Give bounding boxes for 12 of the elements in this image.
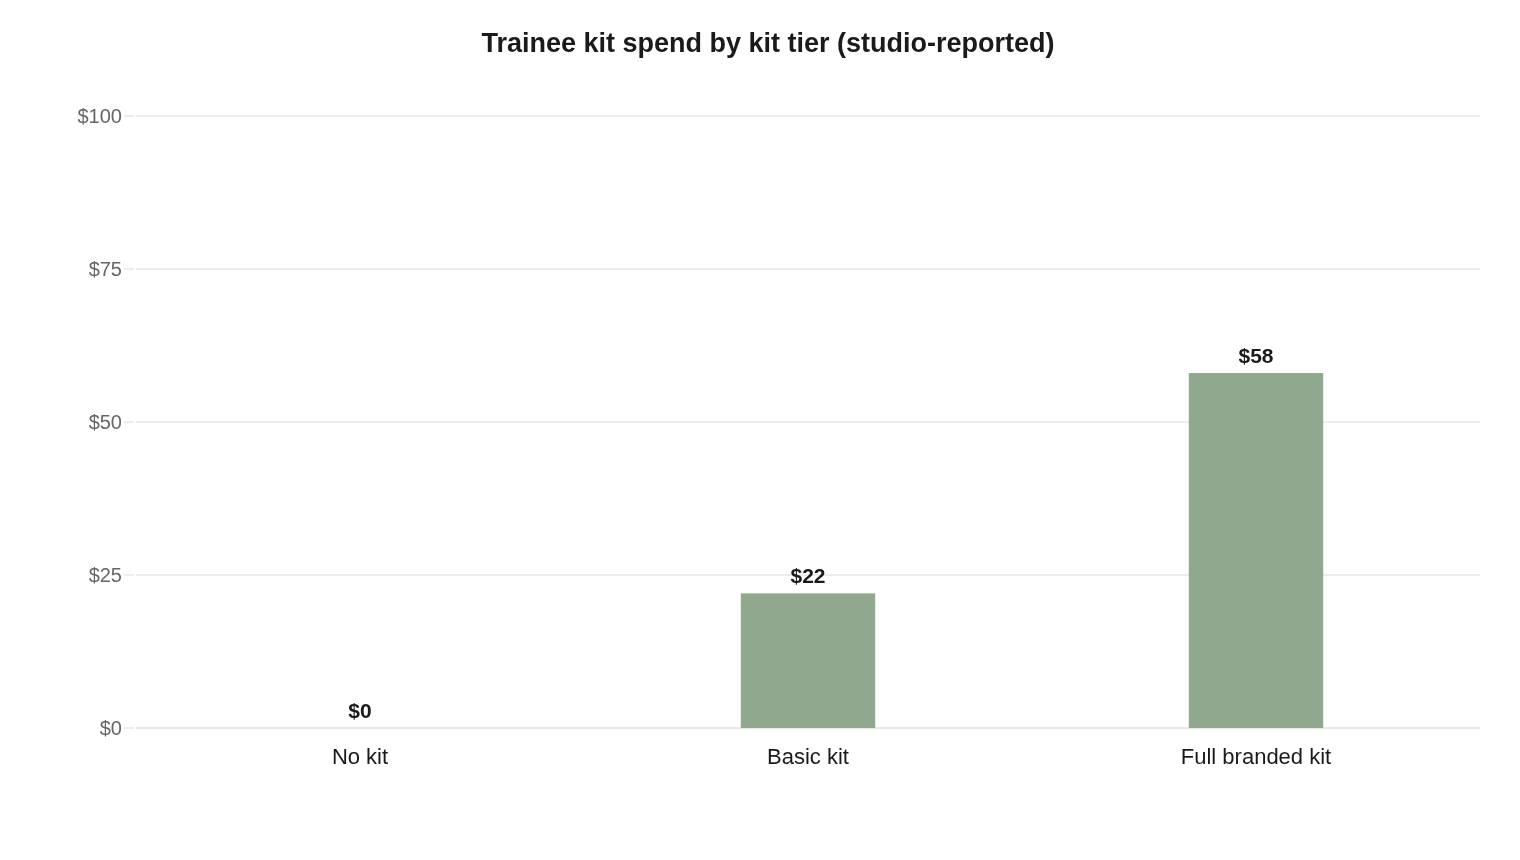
data-label: $22 (790, 564, 826, 588)
y-tick-label: $50 (88, 411, 122, 433)
y-tick-label: $25 (88, 564, 122, 586)
x-tick-label: Basic kit (767, 744, 849, 769)
y-tick-label: $0 (99, 717, 122, 739)
y-tick-label: $75 (88, 258, 122, 280)
data-label: $0 (348, 699, 372, 722)
x-tick-label: Full branded kit (1180, 744, 1332, 769)
y-tick-label: $100 (77, 105, 122, 127)
data-label: $58 (1238, 344, 1274, 368)
x-tick-label: No kit (331, 744, 389, 769)
chart-title: Trainee kit spend by kit tier (studio-reported) (481, 28, 1055, 58)
